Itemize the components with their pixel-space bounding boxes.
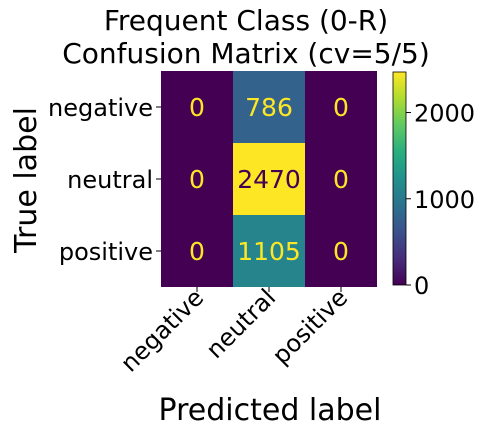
heatmap-cell [305,143,377,215]
heatmap-cell [233,71,305,143]
y-tick-label: positive [59,238,153,266]
chart-title-line-1: Frequent Class (0-R) [104,4,388,37]
colorbar-tick-label: 0 [414,272,429,300]
cell-value-label: 2470 [237,165,301,194]
heatmap-cell [233,143,305,215]
y-tick-label: neutral [67,166,153,194]
y-axis-ticks: negative neutral positive [48,94,161,266]
y-tick-label: negative [48,94,153,122]
cell-value-label: 0 [189,165,205,194]
colorbar [392,71,407,286]
x-tick-label: negative [115,283,209,377]
cell-value-label: 0 [333,237,349,266]
y-axis-label: True label [9,107,44,254]
chart-title-line-2: Confusion Matrix (cv=5/5) [62,37,430,70]
heatmap-cell-labels: 0 786 0 0 2470 0 0 1105 0 [189,93,349,266]
heatmap-cell [233,215,305,287]
cell-value-label: 0 [333,93,349,122]
cell-value-label: 0 [333,165,349,194]
colorbar-tick-label: 1000 [414,186,475,214]
colorbar-tick-label: 2000 [414,100,475,128]
x-axis-label: Predicted label [159,393,382,428]
cell-value-label: 1105 [237,237,301,266]
heatmap-cell [161,71,233,143]
heatmap-cell [305,71,377,143]
heatmap-cells [161,71,377,287]
colorbar-ticks: 0 1000 2000 [406,100,475,300]
cell-value-label: 0 [189,237,205,266]
x-tick-label: positive [267,283,353,369]
heatmap-cell [161,143,233,215]
heatmap-cell [305,215,377,287]
cell-value-label: 786 [245,93,293,122]
cell-value-label: 0 [189,93,205,122]
heatmap-cell [161,215,233,287]
